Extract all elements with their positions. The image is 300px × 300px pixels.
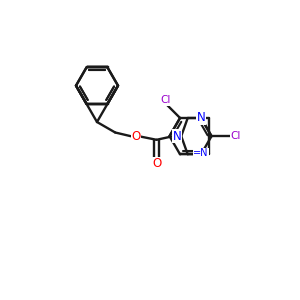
Text: O: O	[152, 157, 161, 170]
Text: Cl: Cl	[160, 95, 170, 105]
Text: N: N	[173, 130, 182, 142]
Text: Cl: Cl	[230, 131, 241, 141]
Text: N: N	[197, 112, 206, 124]
Text: =N: =N	[193, 148, 209, 158]
Text: O: O	[131, 130, 140, 142]
